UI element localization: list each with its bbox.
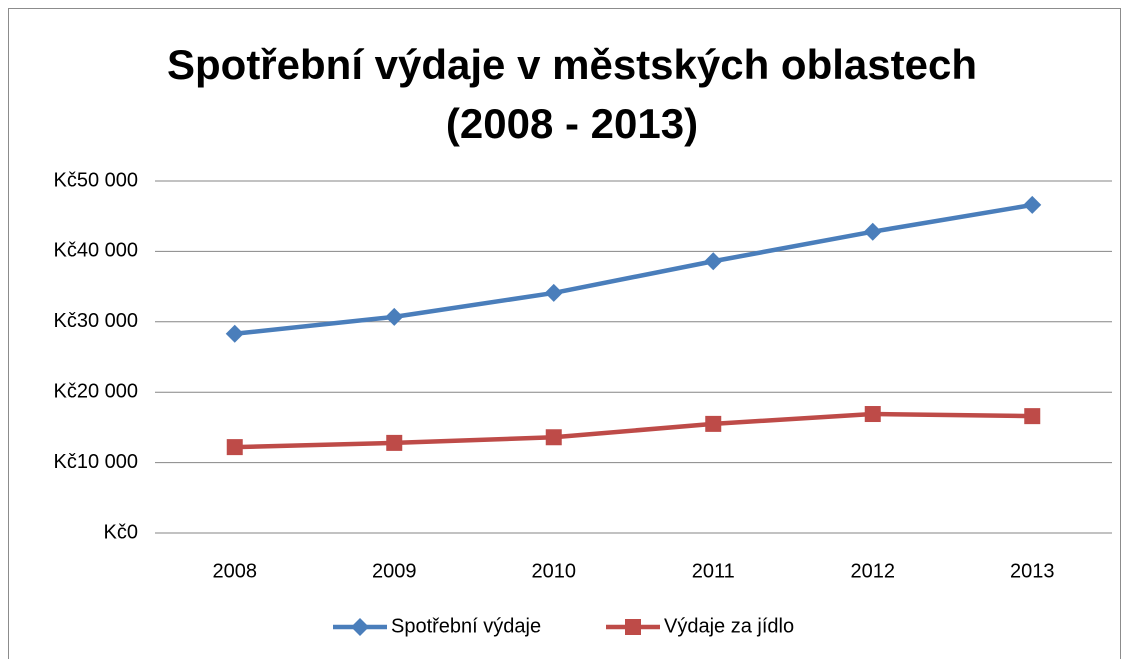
- y-tick-label: Kč0: [104, 521, 138, 543]
- x-tick-label: 2011: [692, 560, 735, 582]
- legend-label: Výdaje za jídlo: [664, 615, 794, 637]
- x-tick-label: 2010: [532, 560, 577, 582]
- series-line: [234, 411, 1033, 450]
- series-line: [234, 202, 1033, 337]
- diamond-marker: [544, 283, 563, 302]
- diamond-marker: [863, 222, 882, 241]
- x-tick-label: 2008: [213, 560, 258, 582]
- square-marker: [705, 415, 722, 432]
- chart-title: (2008 - 2013): [446, 100, 698, 147]
- x-tick-label: 2013: [1010, 560, 1055, 582]
- y-tick-label: Kč20 000: [53, 380, 138, 402]
- square-marker: [386, 434, 403, 451]
- square-marker: [545, 429, 562, 446]
- x-tick-label: 2009: [372, 560, 417, 582]
- diamond-marker: [1023, 195, 1042, 214]
- diamond-marker: [385, 307, 404, 326]
- diamond-marker: [225, 324, 244, 343]
- square-marker: [226, 439, 243, 456]
- y-tick-label: Kč30 000: [53, 310, 138, 332]
- y-tick-label: Kč10 000: [53, 451, 138, 473]
- legend-marker: [625, 619, 641, 635]
- square-marker: [864, 406, 881, 423]
- diamond-marker: [704, 252, 723, 271]
- x-tick-label: 2012: [851, 560, 896, 582]
- legend-label: Spotřební výdaje: [391, 615, 541, 637]
- square-marker: [1024, 408, 1041, 425]
- y-tick-label: Kč40 000: [53, 240, 138, 262]
- chart-frame: [8, 8, 1121, 659]
- chart-title: Spotřební výdaje v městských oblastech: [167, 41, 977, 88]
- y-tick-label: Kč50 000: [53, 169, 138, 191]
- legend-marker: [351, 618, 369, 636]
